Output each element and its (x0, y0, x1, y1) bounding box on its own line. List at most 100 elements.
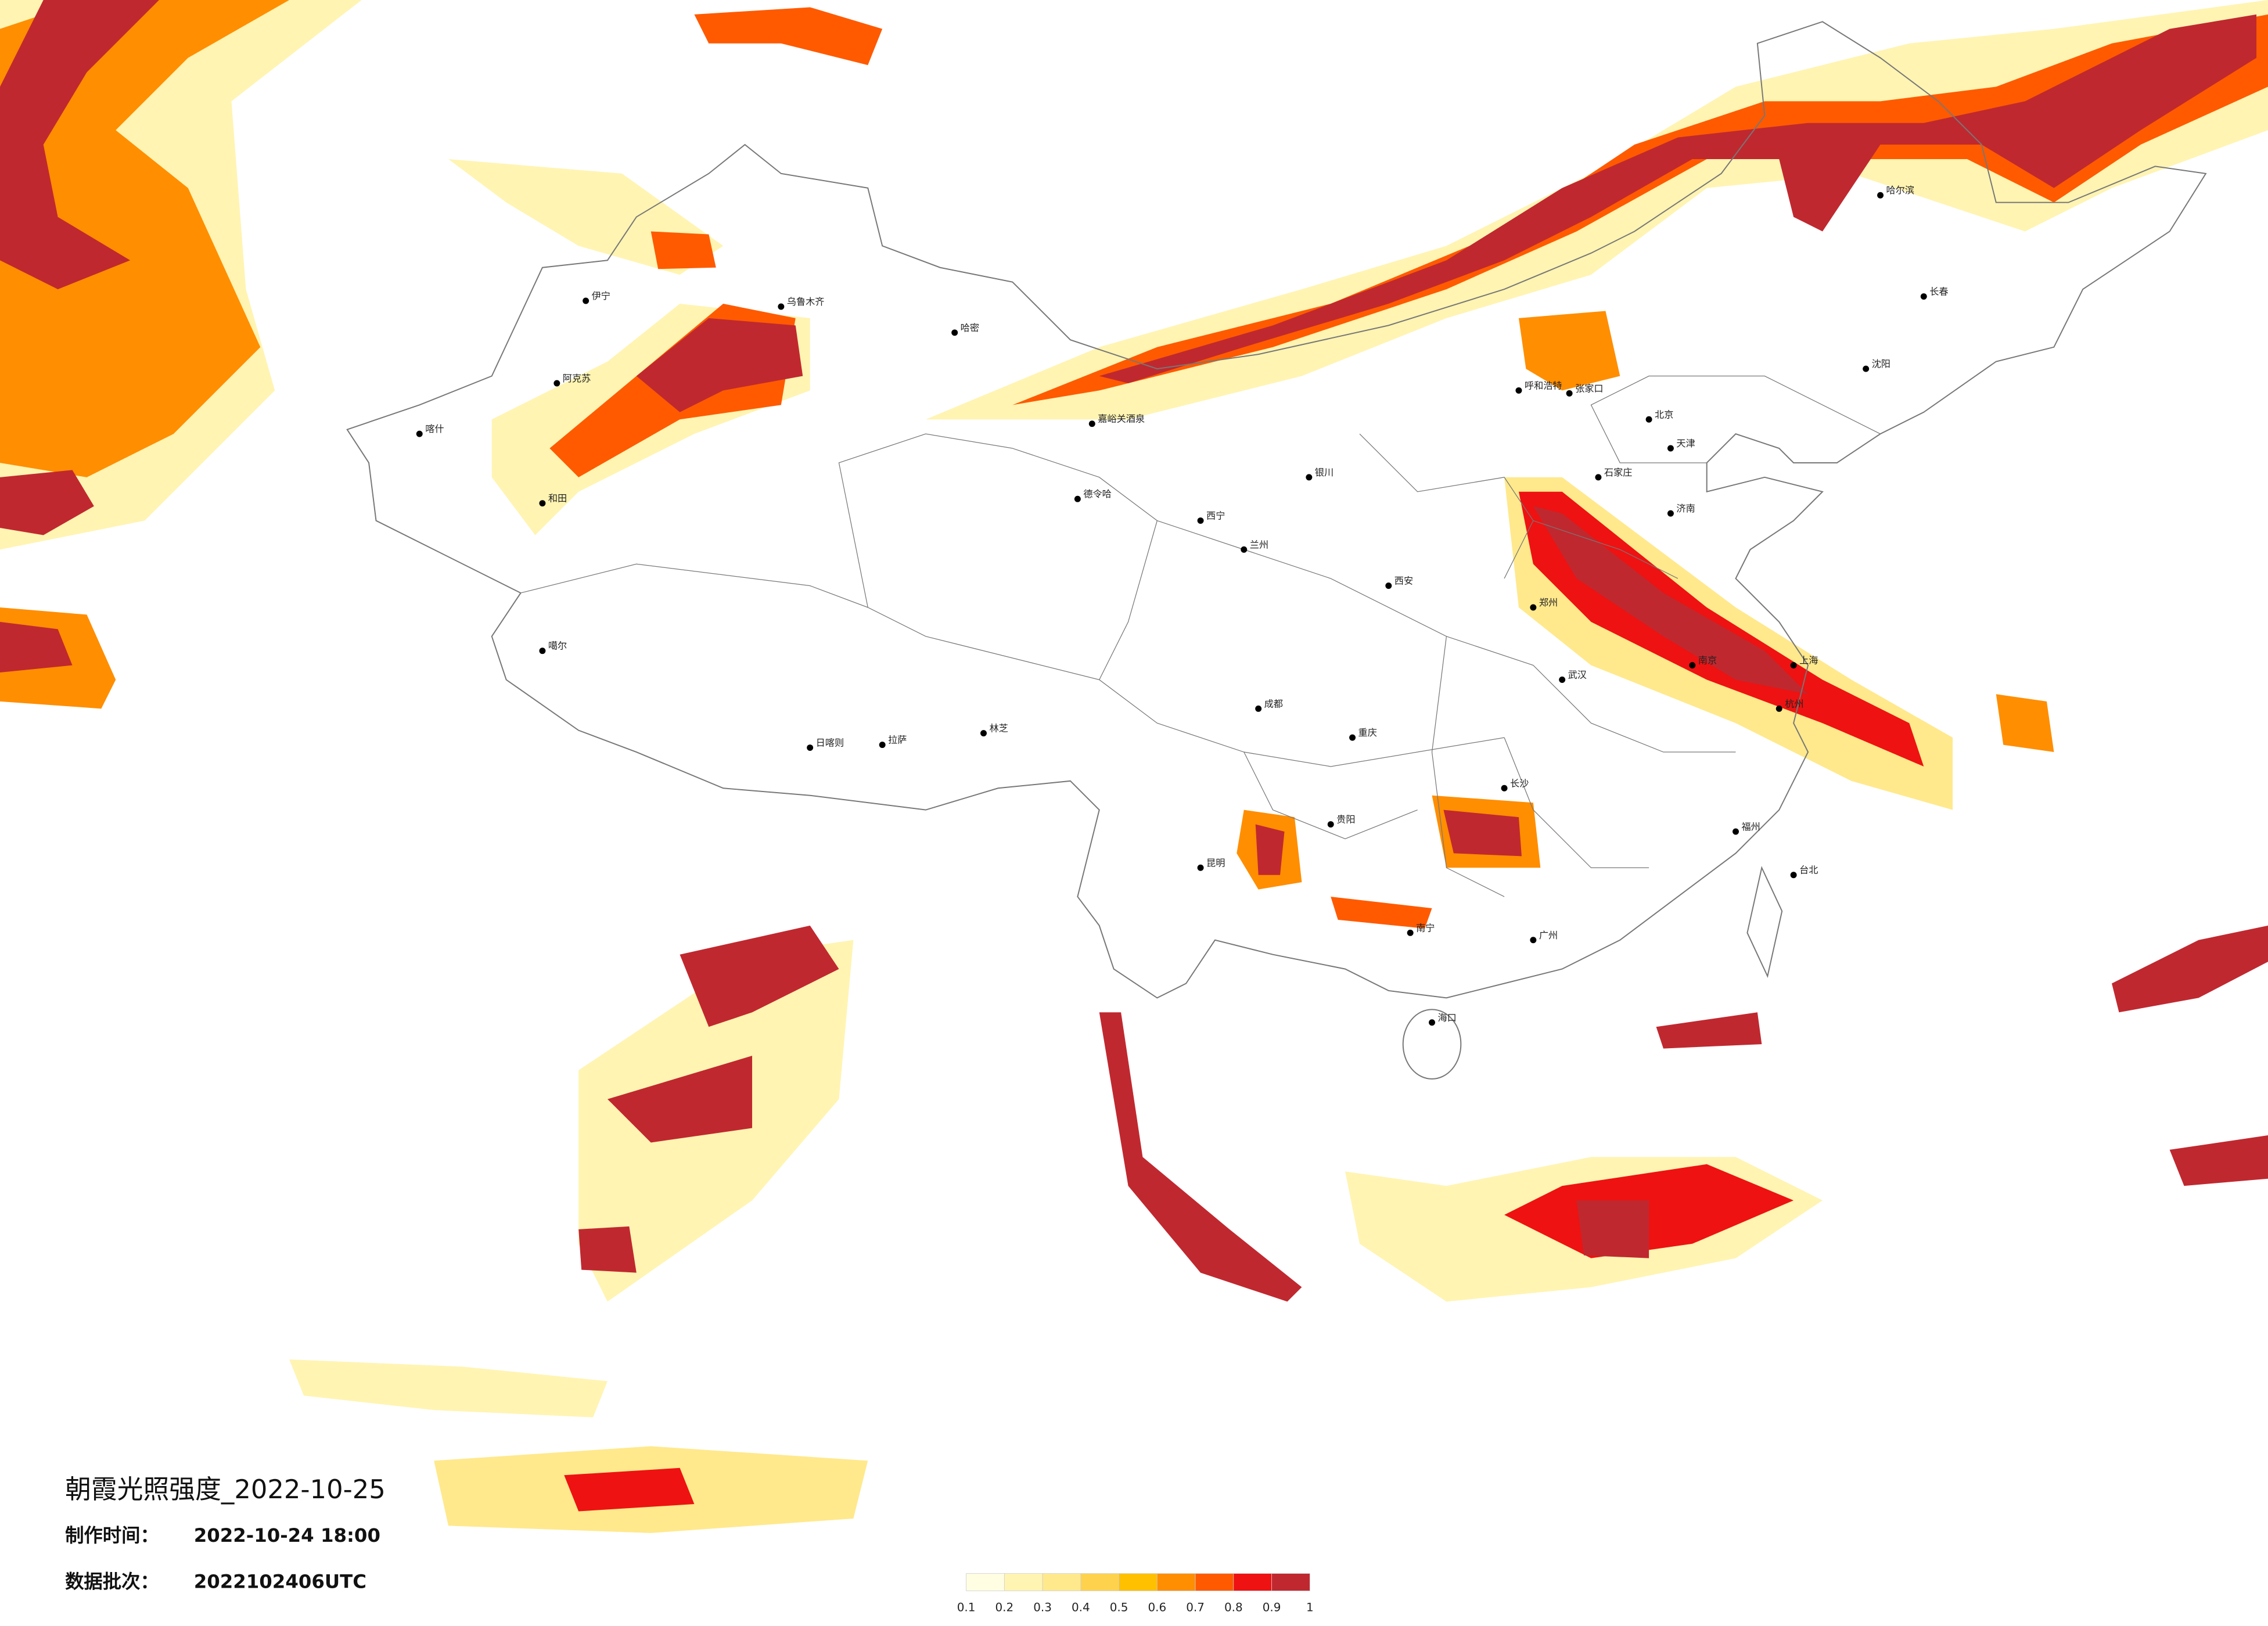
made-time: 2022-10-24 18:00 (194, 1524, 380, 1546)
city-label: 阿克苏 (563, 373, 591, 384)
city-dot (1689, 662, 1696, 669)
city-dot (539, 500, 546, 507)
city-dot (980, 730, 987, 737)
city-dot (807, 744, 814, 751)
city-dot (1645, 416, 1652, 423)
city-label: 昆明 (1206, 857, 1225, 868)
city-dot (583, 297, 590, 304)
heat-area (1576, 1200, 1649, 1258)
city-dot (1349, 734, 1356, 741)
legend-swatch (1271, 1573, 1310, 1591)
heat-layer (0, 0, 2268, 1533)
city-label: 南宁 (1416, 922, 1435, 933)
heat-area (1443, 810, 1522, 857)
heat-area (564, 1467, 695, 1512)
city-dot (1790, 872, 1797, 879)
heat-area (2112, 925, 2268, 1013)
city-label: 广州 (1539, 930, 1558, 941)
city-label: 南京 (1698, 655, 1717, 666)
city-dot (539, 647, 546, 654)
heat-area (1518, 311, 1620, 391)
city-label: 台北 (1799, 865, 1818, 876)
city-label: 重庆 (1358, 727, 1377, 738)
city-label: 呼和浩特 (1525, 380, 1562, 391)
heat-area (0, 0, 290, 477)
heat-area (1331, 897, 1432, 929)
legend-tick: 0.8 (1224, 1600, 1243, 1614)
city-label: 福州 (1741, 821, 1760, 832)
city-dot (1667, 510, 1674, 517)
city-label: 杭州 (1785, 698, 1803, 709)
city-dot (1088, 420, 1095, 427)
heat-area (1996, 694, 2054, 753)
city-dot (1790, 662, 1797, 669)
city-label: 天津 (1676, 438, 1695, 449)
city-dot (1074, 495, 1081, 502)
heat-area (1099, 14, 2257, 383)
city-label: 喀什 (425, 423, 444, 434)
legend-tick: 0.9 (1263, 1600, 1281, 1614)
legend-tick: 1 (1306, 1600, 1314, 1614)
city-dot (1306, 474, 1313, 481)
legend-tick: 0.6 (1148, 1600, 1167, 1614)
legend-swatch (1156, 1573, 1196, 1591)
heat-area (680, 925, 839, 1027)
city-label: 成都 (1264, 698, 1283, 709)
taiwan (1746, 866, 1783, 979)
legend-tick: 0.7 (1186, 1600, 1205, 1614)
legend-tick: 0.3 (1033, 1600, 1052, 1614)
heat-area (1255, 824, 1285, 875)
heat-area (694, 7, 883, 66)
heat-area (1099, 1012, 1302, 1302)
city-label: 济南 (1676, 503, 1695, 514)
heat-area (578, 1226, 637, 1273)
city-dot (1530, 937, 1537, 944)
heat-area (0, 621, 73, 673)
city-label: 长沙 (1510, 778, 1529, 789)
city-dot (1197, 864, 1204, 871)
city-dot (1255, 705, 1262, 712)
batch-label: 数据批次： (65, 1570, 159, 1592)
city-label: 和田 (548, 493, 567, 504)
legend-swatch (1080, 1573, 1119, 1591)
legend-tick: 0.2 (995, 1600, 1014, 1614)
border (346, 21, 2207, 999)
city-dot (1667, 445, 1674, 452)
title: 朝霞光照强度_2022-10-25 (65, 1474, 386, 1505)
city-dot (1733, 828, 1739, 835)
china-outline (346, 21, 2207, 1080)
city-label: 日喀则 (816, 738, 844, 749)
city-label: 沈阳 (1872, 358, 1890, 369)
city-label: 乌鲁木齐 (787, 296, 825, 307)
city-dot (1863, 365, 1870, 372)
city-label: 贵阳 (1336, 814, 1355, 825)
city-dot (416, 430, 423, 437)
heat-area (0, 0, 159, 290)
heat-area (0, 470, 94, 535)
city-label: 哈尔滨 (1886, 185, 1915, 196)
city-label: 长春 (1929, 286, 1948, 297)
made-label: 制作时间： (65, 1524, 159, 1546)
city-dot (1407, 929, 1414, 936)
city-dot (1530, 604, 1537, 611)
city-dot (1429, 1019, 1436, 1026)
city-label: 哈密 (961, 322, 979, 333)
legend: 0.1 0.2 0.3 0.4 0.5 0.6 0.7 0.8 0.9 1 (957, 1573, 1314, 1614)
heat-area (1656, 1012, 1762, 1049)
city-label: 德令哈 (1083, 488, 1112, 499)
city-dot (879, 742, 886, 749)
city-dot (1501, 785, 1508, 792)
hainan (1402, 1009, 1462, 1080)
city-label: 噶尔 (548, 641, 567, 652)
city-label: 兰州 (1250, 539, 1268, 550)
city-label: 郑州 (1539, 597, 1558, 608)
city-label: 石家庄 (1604, 467, 1633, 478)
city-dot (1559, 677, 1566, 683)
city-dot (1197, 517, 1204, 524)
city-label: 林芝 (989, 723, 1008, 734)
city-dot (951, 329, 958, 336)
heat-area (650, 231, 716, 269)
